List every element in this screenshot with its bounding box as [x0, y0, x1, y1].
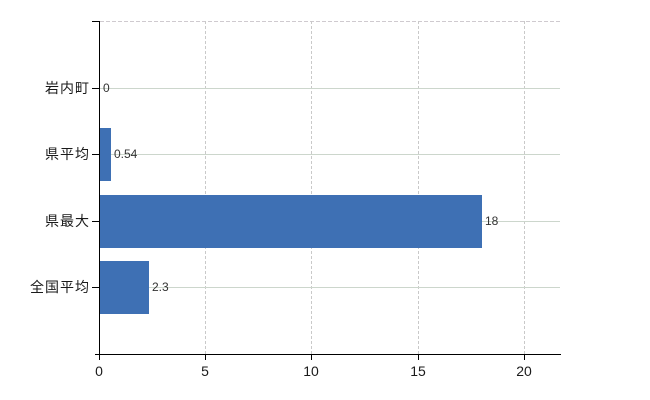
x-tick-label: 10 [303, 363, 319, 379]
h-gridline [100, 287, 560, 288]
x-tick [99, 354, 100, 360]
x-tick [311, 354, 312, 360]
plot-top-border [100, 21, 561, 22]
h-gridline [100, 88, 560, 89]
y-tick [92, 221, 99, 222]
v-gridline [311, 21, 312, 354]
y-tick [92, 154, 99, 155]
x-tick [205, 354, 206, 360]
v-gridline [205, 21, 206, 354]
y-tick [92, 287, 99, 288]
category-label: 県平均 [45, 146, 90, 162]
x-axis-line [95, 354, 561, 355]
y-tick [92, 21, 99, 22]
value-label: 18 [485, 214, 499, 228]
x-tick [418, 354, 419, 360]
x-tick-label: 15 [410, 363, 426, 379]
category-label: 全国平均 [30, 279, 90, 295]
y-tick [92, 88, 99, 89]
value-label: 0.54 [114, 147, 138, 161]
x-tick-label: 5 [201, 363, 209, 379]
x-tick [524, 354, 525, 360]
v-gridline [418, 21, 419, 354]
v-gridline [524, 21, 525, 354]
bar [100, 128, 111, 181]
bar [100, 195, 482, 248]
x-tick-label: 20 [516, 363, 532, 379]
x-tick-label: 0 [95, 363, 103, 379]
bar [100, 261, 149, 314]
h-gridline [100, 154, 560, 155]
value-label: 0 [103, 81, 110, 95]
value-label: 2.3 [152, 280, 169, 294]
category-label: 岩内町 [45, 80, 90, 96]
y-axis-line [99, 21, 100, 355]
category-label: 県最大 [45, 213, 90, 229]
